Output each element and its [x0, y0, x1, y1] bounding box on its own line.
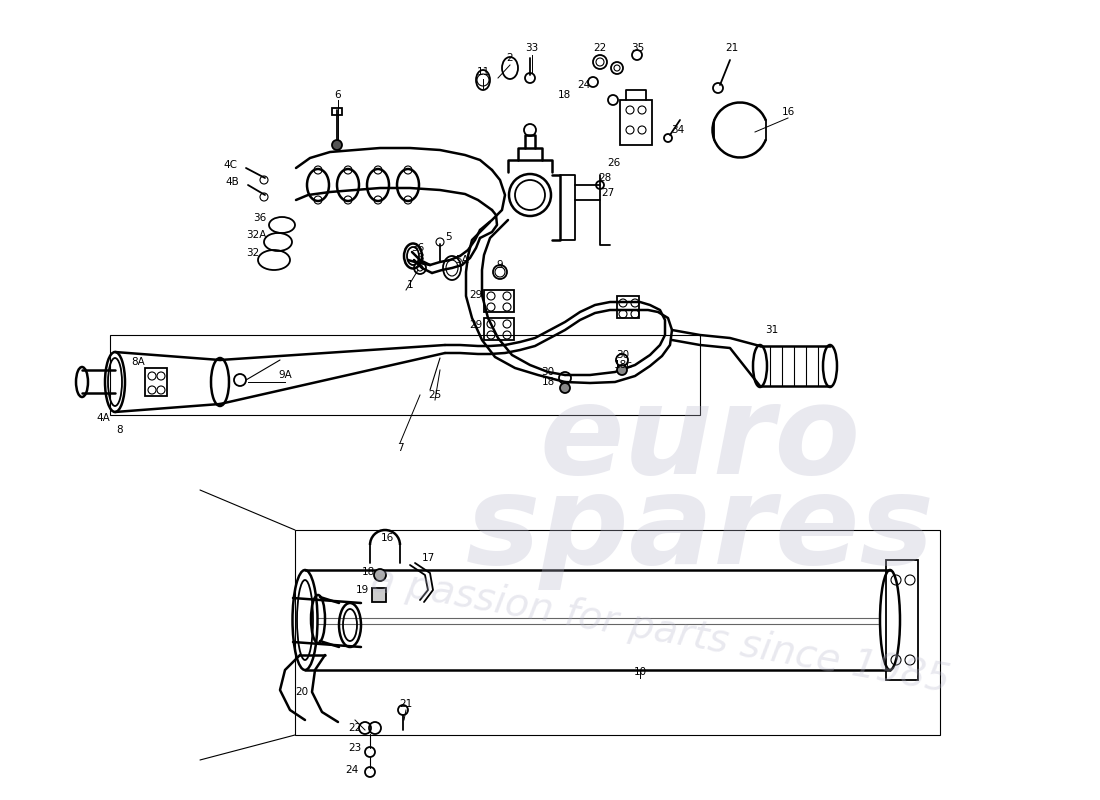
Text: 22: 22	[593, 43, 606, 53]
Text: 32A: 32A	[245, 230, 266, 240]
Text: 8: 8	[117, 425, 123, 435]
Text: 30: 30	[541, 367, 554, 377]
Text: 29: 29	[470, 320, 483, 330]
Text: euro: euro	[539, 379, 860, 501]
Text: 5A: 5A	[455, 255, 469, 265]
Text: spares: spares	[465, 470, 935, 590]
Text: a passion for parts since 1985: a passion for parts since 1985	[367, 560, 953, 700]
Text: 24: 24	[345, 765, 359, 775]
Text: 31: 31	[766, 325, 779, 335]
Bar	[484, 318, 514, 340]
Bar	[372, 588, 386, 602]
Circle shape	[617, 365, 627, 375]
Text: 28: 28	[598, 173, 612, 183]
Bar	[295, 530, 940, 735]
Text: 4B: 4B	[226, 177, 239, 187]
Text: 5: 5	[444, 232, 451, 242]
Text: 11: 11	[476, 67, 490, 77]
Text: 32: 32	[246, 248, 260, 258]
Text: 10: 10	[634, 667, 647, 677]
Circle shape	[374, 569, 386, 581]
Text: 9: 9	[497, 260, 504, 270]
Text: 27: 27	[602, 188, 615, 198]
Text: 36: 36	[253, 213, 266, 223]
Text: 7: 7	[397, 443, 404, 453]
Text: 36: 36	[411, 243, 425, 253]
Text: 35: 35	[631, 43, 645, 53]
Bar	[110, 335, 700, 415]
Text: 26: 26	[607, 158, 620, 168]
Text: 25: 25	[428, 390, 441, 400]
Circle shape	[332, 140, 342, 150]
Text: 29: 29	[470, 290, 483, 300]
Text: 16: 16	[381, 533, 394, 543]
Text: 1: 1	[407, 280, 414, 290]
Text: 3: 3	[417, 253, 424, 263]
Bar	[617, 296, 639, 318]
Text: 22: 22	[349, 723, 362, 733]
Text: 24: 24	[578, 80, 591, 90]
Text: 17: 17	[421, 553, 434, 563]
Text: 21: 21	[725, 43, 738, 53]
Text: 8A: 8A	[131, 357, 145, 367]
Bar	[332, 108, 342, 115]
Text: 18: 18	[362, 567, 375, 577]
Text: 2: 2	[507, 53, 514, 63]
Text: 30: 30	[616, 350, 629, 360]
Text: 19: 19	[355, 585, 368, 595]
Text: 9A: 9A	[278, 370, 292, 380]
Text: 34: 34	[671, 125, 684, 135]
Text: 20: 20	[296, 687, 309, 697]
Text: 4C: 4C	[223, 160, 236, 170]
Text: 33: 33	[526, 43, 539, 53]
Bar	[886, 560, 918, 680]
Text: 6: 6	[334, 90, 341, 100]
Bar	[620, 100, 652, 145]
Text: 16: 16	[781, 107, 794, 117]
Circle shape	[560, 383, 570, 393]
Text: 18: 18	[541, 377, 554, 387]
Bar	[145, 368, 167, 396]
Text: 4A: 4A	[96, 413, 110, 423]
Text: 21: 21	[399, 699, 412, 709]
Bar	[484, 290, 514, 312]
Text: 23: 23	[349, 743, 362, 753]
Text: 18c: 18c	[614, 360, 632, 370]
Text: 18: 18	[558, 90, 571, 100]
